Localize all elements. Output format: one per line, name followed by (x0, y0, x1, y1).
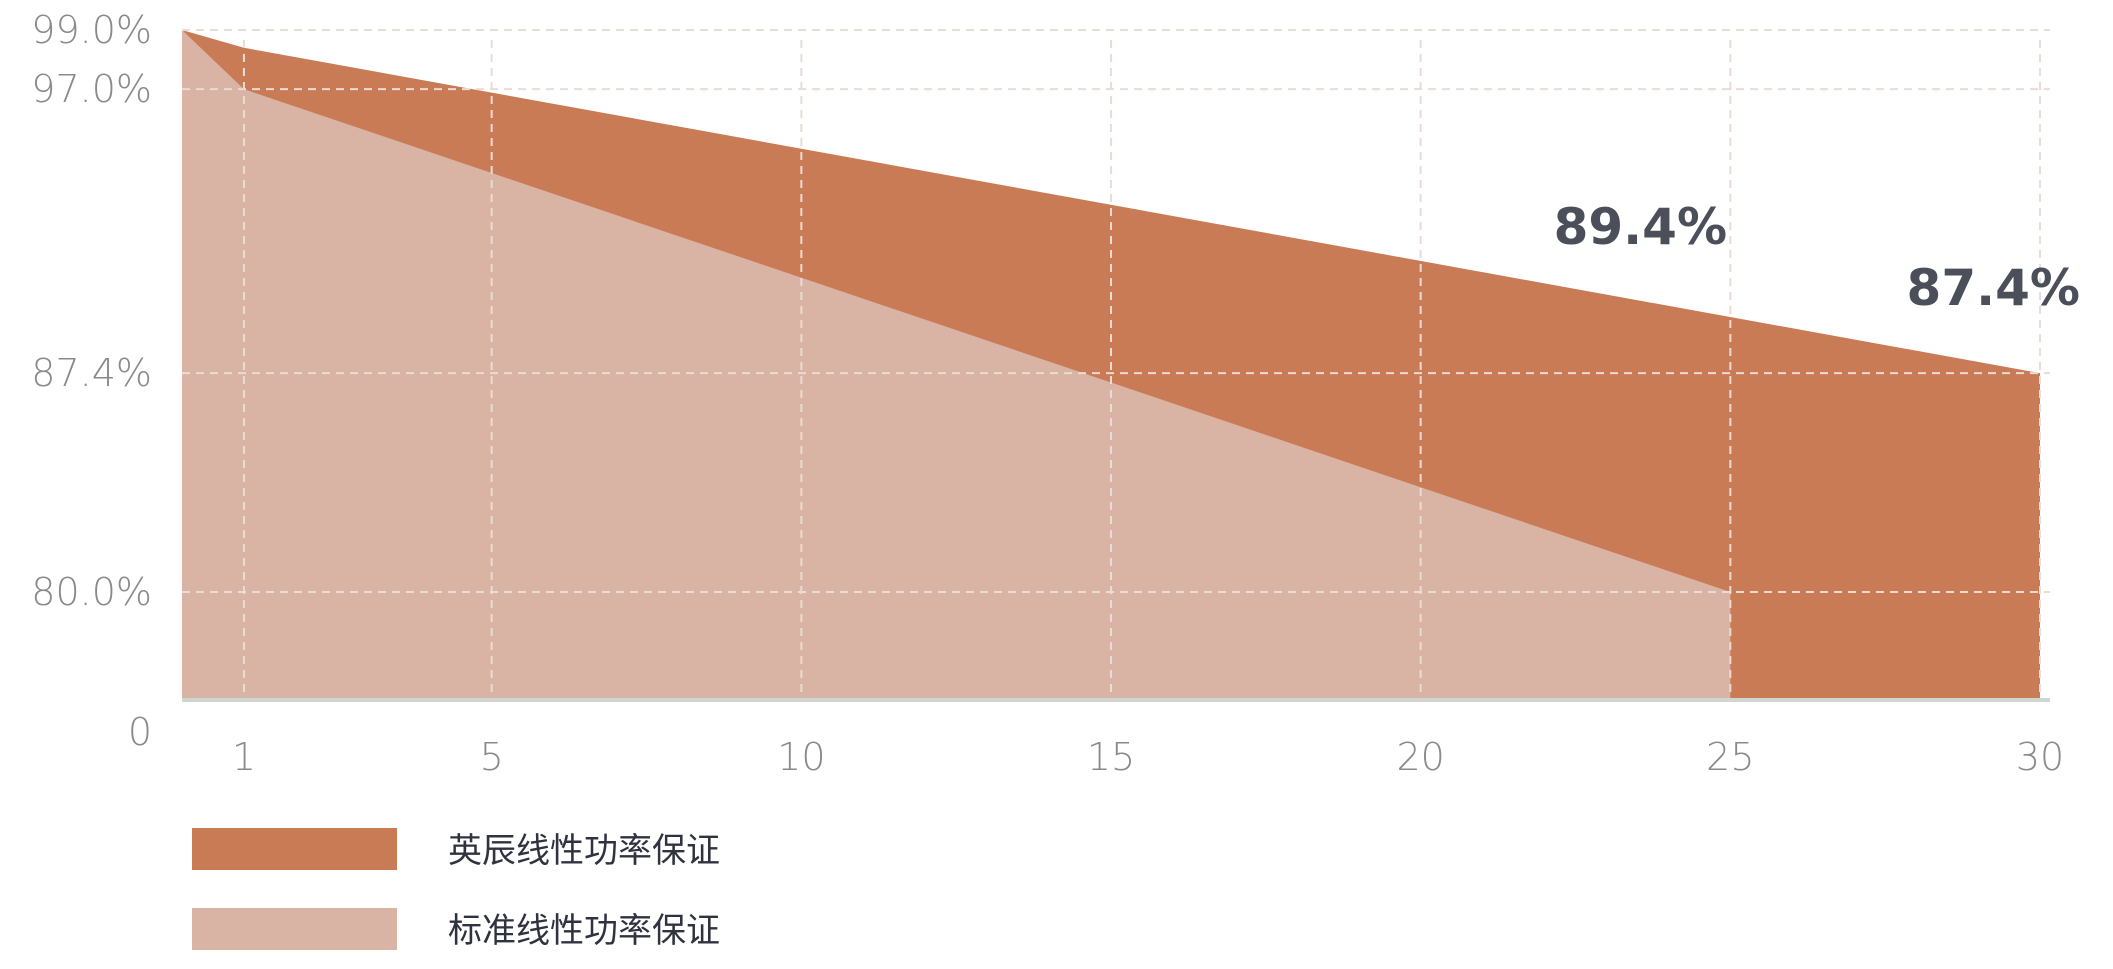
data-label: 87.4% (1907, 259, 2080, 317)
y-tick-label: 97.0% (31, 67, 152, 111)
x-tick-label: 10 (777, 735, 825, 779)
x-tick-label: 30 (2016, 735, 2064, 779)
legend-swatch (192, 828, 397, 870)
y-tick-label: 80.0% (31, 570, 152, 614)
annotations: 89.4% 87.4% (1554, 198, 2080, 317)
series-area-standard (182, 30, 1731, 700)
x-tick-label: 15 (1087, 735, 1135, 779)
data-label: 89.4% (1554, 198, 1727, 256)
y-tick-label: 99.0% (31, 8, 152, 52)
x-tick-label: 5 (480, 735, 504, 779)
y-tick-label: 0 (128, 710, 152, 754)
axes: 080.0%87.4%97.0%99.0%1 5 10 15 20 25 30 (31, 8, 2064, 779)
legend-label: 标准线性功率保证 (448, 911, 720, 951)
x-tick-label: 1 (232, 735, 256, 779)
legend-label: 英辰线性功率保证 (448, 831, 720, 871)
grid-lines (182, 29, 2050, 700)
x-tick-label: 20 (1396, 735, 1444, 779)
x-tick-label: 25 (1706, 735, 1754, 779)
legend-swatch (192, 908, 397, 950)
y-tick-label: 87.4% (31, 351, 152, 395)
